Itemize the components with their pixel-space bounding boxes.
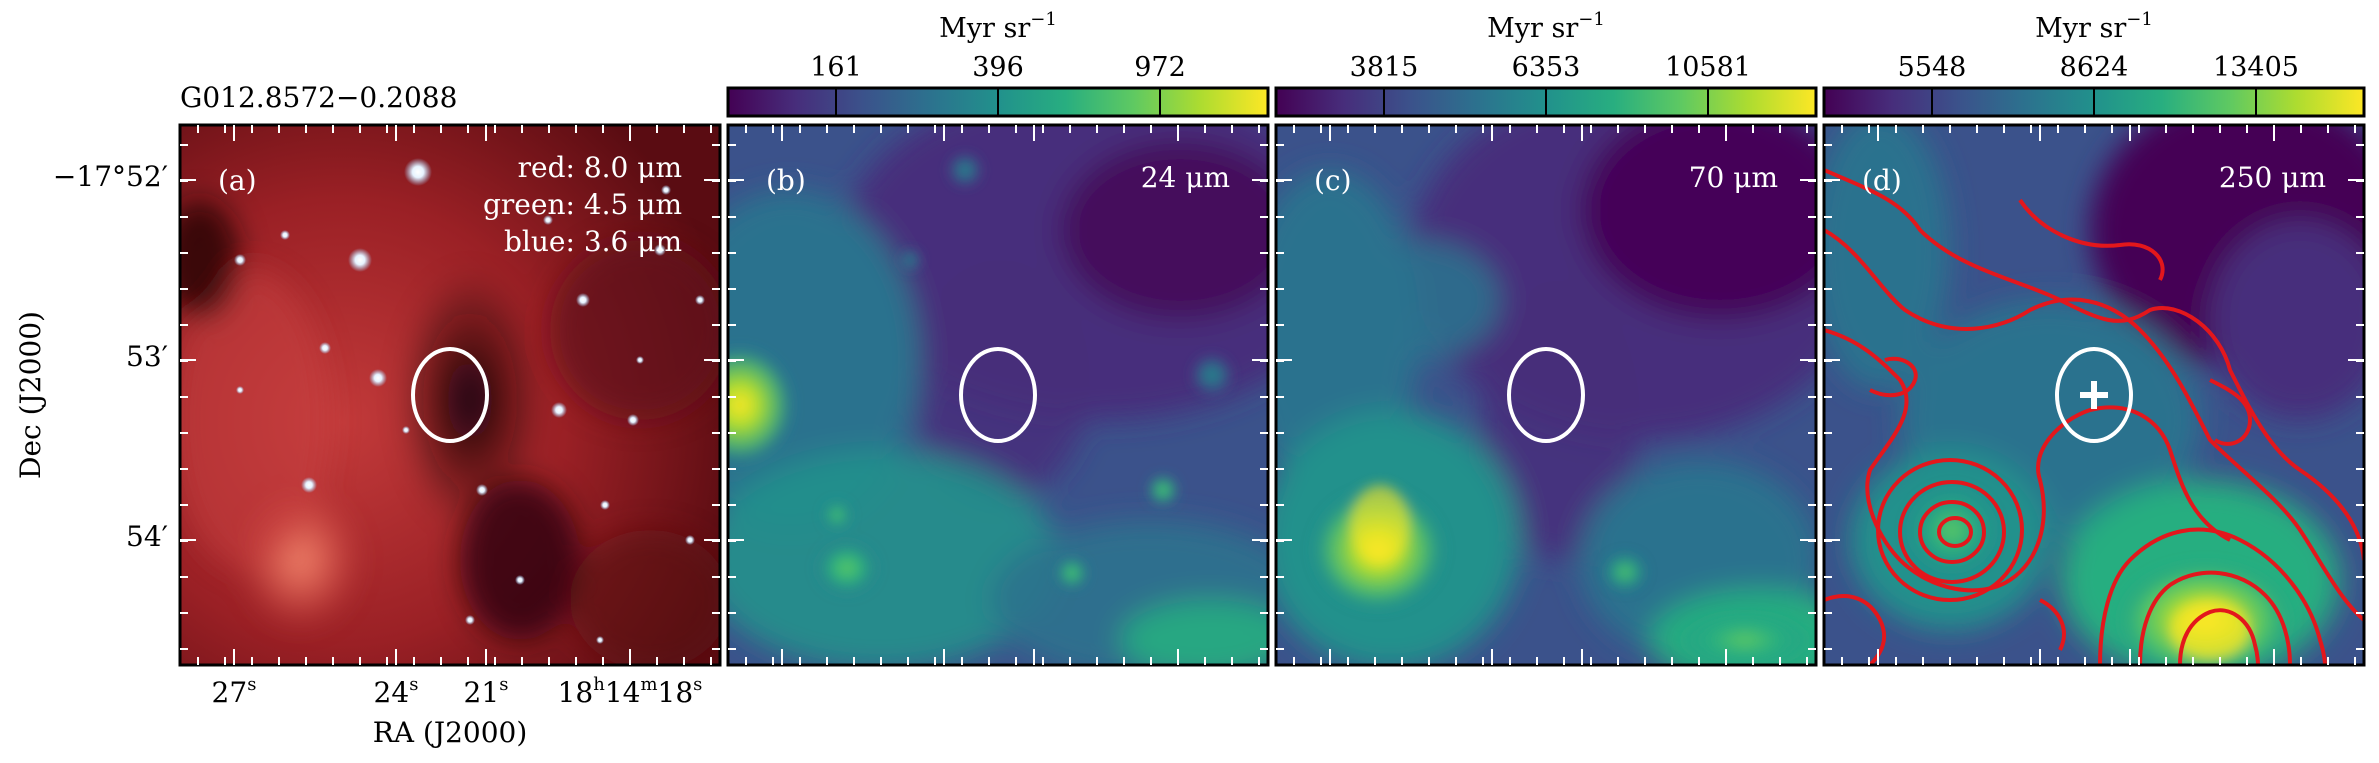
dec-tick-label: 53′ xyxy=(126,340,168,373)
panel-a-legend-blue: blue: 3.6 μm xyxy=(504,225,682,258)
dec-tick-label: 54′ xyxy=(126,520,168,553)
axis-ticks xyxy=(180,125,2364,665)
panel-d-plus-marker xyxy=(2080,381,2108,409)
panel-b-aperture xyxy=(959,347,1037,443)
panel-d-image xyxy=(1824,125,2364,665)
colorbar-c-tick-label: 3815 xyxy=(1350,52,1419,83)
colorbar-d-tick-label: 8624 xyxy=(2060,52,2129,83)
source-title: G012.8572−0.2088 xyxy=(180,81,457,114)
panel-d-frame xyxy=(1822,123,2366,667)
panel-a-frame xyxy=(178,123,722,667)
colorbar-d-tick-label: 13405 xyxy=(2213,52,2299,83)
panel-a-tag: (a) xyxy=(218,164,257,197)
colorbar-c-unit: Myr sr−1 xyxy=(1487,9,1605,44)
panel-d-contours xyxy=(1824,168,2364,665)
panel-b-frame xyxy=(726,123,1270,667)
panel-a-legend-red: red: 8.0 μm xyxy=(518,151,682,184)
colorbar-d-unit: Myr sr−1 xyxy=(2035,9,2153,44)
panel-d: (d) 250 μm xyxy=(1822,123,2366,667)
colorbar-b-tick-label: 396 xyxy=(972,52,1024,83)
colorbar-b-tick-label: 972 xyxy=(1134,52,1186,83)
panel-c-wavelength: 70 μm xyxy=(1689,161,1778,194)
ra-tick-label: 18h14m18s xyxy=(558,674,703,709)
panel-c-tag: (c) xyxy=(1314,164,1352,197)
colorbar-b-unit: Myr sr−1 xyxy=(939,9,1057,44)
ra-tick-label: 21s xyxy=(464,674,509,709)
panel-c-image xyxy=(1276,125,1816,665)
colorbar-c-tick-label: 6353 xyxy=(1512,52,1581,83)
colorbar-b: Myr sr−1 161 396 972 xyxy=(726,9,1270,118)
panel-a-stars xyxy=(234,158,705,644)
panel-d-wavelength: 250 μm xyxy=(2219,161,2326,194)
panel-a-legend-green: green: 4.5 μm xyxy=(483,188,682,221)
colorbar-d: Myr sr−1 5548 8624 13405 xyxy=(1822,9,2366,118)
panel-b: (b) 24 μm xyxy=(726,123,1270,667)
panel-b-wavelength: 24 μm xyxy=(1141,161,1230,194)
colorbar-d-tick-label: 5548 xyxy=(1898,52,1967,83)
ra-axis-label: RA (J2000) xyxy=(373,716,528,749)
colorbar-c: Myr sr−1 3815 6353 10581 xyxy=(1274,9,1818,118)
panel-c-aperture xyxy=(1507,347,1585,443)
colorbar-b-tick-label: 161 xyxy=(810,52,862,83)
panel-a: (a) red: 8.0 μm green: 4.5 μm blue: 3.6 … xyxy=(178,123,722,667)
colorbar-c-tick-label: 10581 xyxy=(1665,52,1751,83)
ra-tick-label: 27s xyxy=(212,674,257,709)
panel-d-aperture xyxy=(2055,347,2133,443)
panel-b-tag: (b) xyxy=(766,164,806,197)
dec-axis-label: Dec (J2000) xyxy=(14,311,47,479)
panel-d-tag: (d) xyxy=(1862,164,1902,197)
panel-a-image xyxy=(180,125,720,665)
panel-c: (c) 70 μm xyxy=(1274,123,1818,667)
ra-tick-label: 24s xyxy=(374,674,419,709)
panel-c-frame xyxy=(1274,123,1818,667)
panel-a-aperture xyxy=(411,347,489,443)
panel-b-image xyxy=(728,125,1268,665)
dec-tick-label: −17°52′ xyxy=(53,160,168,193)
